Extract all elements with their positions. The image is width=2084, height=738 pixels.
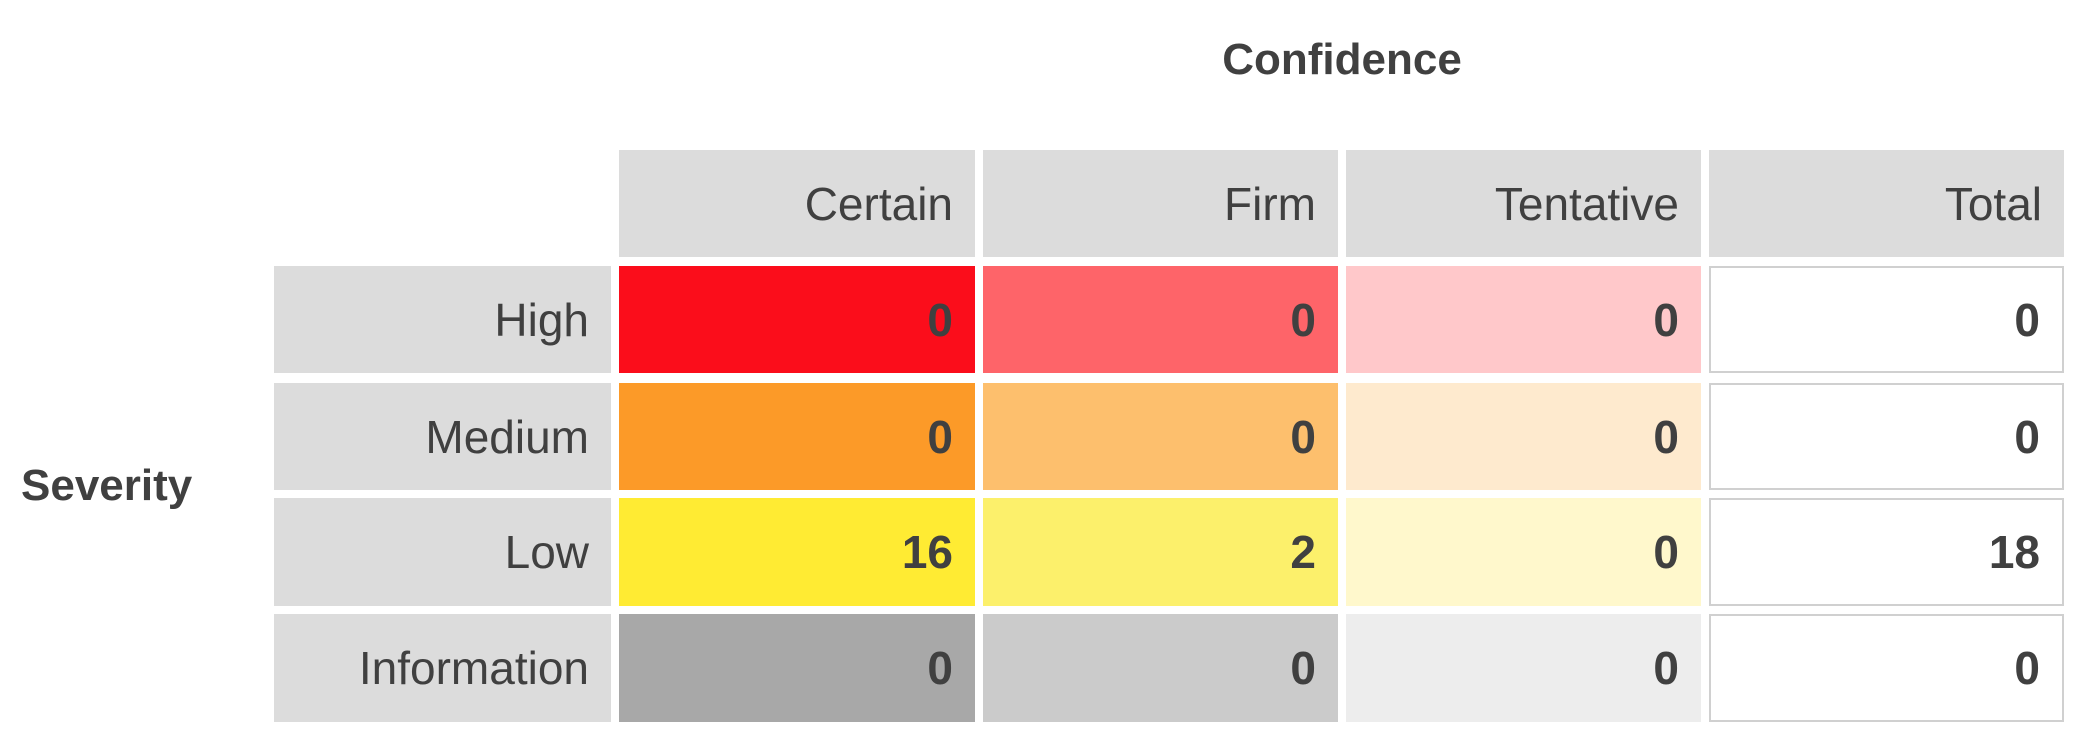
count-cell: 16 [619,498,975,606]
total-cell: 0 [1709,383,2064,490]
count-cell: 0 [619,266,975,373]
column-header: Certain [619,150,975,257]
count-cell: 0 [1346,383,1701,490]
count-cell: 0 [983,614,1338,722]
column-header: Tentative [1346,150,1701,257]
column-header: Total [1709,150,2064,257]
total-cell: 0 [1709,266,2064,373]
row-header: Low [274,498,611,606]
column-group-title: Confidence [1222,35,1462,84]
count-cell: 0 [983,266,1338,373]
row-header: High [274,266,611,373]
column-header: Firm [983,150,1338,257]
count-cell: 0 [1346,498,1701,606]
row-group-title: Severity [21,461,193,510]
count-cell: 0 [619,383,975,490]
total-cell: 0 [1709,614,2064,722]
total-cell: 18 [1709,498,2064,606]
count-cell: 2 [983,498,1338,606]
count-cell: 0 [1346,266,1701,373]
row-header: Information [274,614,611,722]
count-cell: 0 [619,614,975,722]
row-header: Medium [274,383,611,490]
count-cell: 0 [983,383,1338,490]
count-cell: 0 [1346,614,1701,722]
